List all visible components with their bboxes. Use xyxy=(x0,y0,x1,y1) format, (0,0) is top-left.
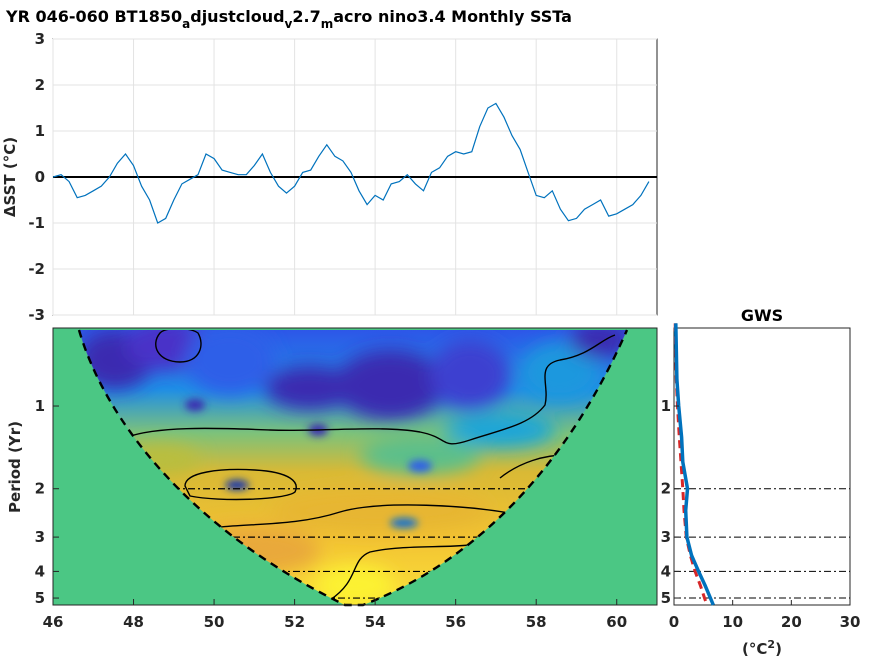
gws-xlabel: (°C2) xyxy=(742,638,782,656)
wave-ytick-1: 2 xyxy=(35,480,45,498)
gws-xtick-0: 0 xyxy=(669,613,679,631)
gws-ytick-4: 5 xyxy=(661,589,671,607)
gws-xtick-2: 20 xyxy=(781,613,802,631)
wave-xtick-4: 54 xyxy=(365,613,386,631)
sst-grid xyxy=(52,38,657,316)
sst-panel: -3 -2 -1 0 1 2 3 ΔSST (°C) xyxy=(1,30,658,324)
gws-ytick-1: 2 xyxy=(661,480,671,498)
gws-xtick-3: 30 xyxy=(840,613,861,631)
wave-xtick-3: 52 xyxy=(284,613,305,631)
wave-ytick-3: 4 xyxy=(35,562,45,580)
wave-xtick-5: 56 xyxy=(445,613,466,631)
wavelet-ylabel: Period (Yr) xyxy=(6,421,24,513)
wavelet-x-ticks: 46 48 50 52 54 56 58 60 xyxy=(43,599,627,631)
sst-series-line xyxy=(52,102,650,224)
sst-ytick-0: -3 xyxy=(28,306,45,324)
sst-ylabel: ΔSST (°C) xyxy=(1,137,19,217)
wave-ytick-4: 5 xyxy=(35,589,45,607)
sst-ytick-3: 0 xyxy=(35,168,45,186)
wavelet-y-ticks: 1 2 3 4 5 xyxy=(35,397,59,607)
gws-y-ticks: 1 2 3 4 5 xyxy=(661,397,679,607)
wave-xtick-7: 60 xyxy=(606,613,627,631)
sst-ytick-1: -2 xyxy=(28,260,45,278)
significance-contours xyxy=(119,330,616,601)
wave-xtick-0: 46 xyxy=(43,613,64,631)
gws-title: GWS xyxy=(741,306,783,325)
gws-panel: GWS 1 2 3 4 5 0 10 20 30 (°C2) xyxy=(661,306,861,656)
sst-ytick-2: -1 xyxy=(28,214,45,232)
chart-title: YR 046-060 BT1850adjustcloudv2.7macro ni… xyxy=(5,7,572,31)
sst-y-ticks: -3 -2 -1 0 1 2 3 xyxy=(28,30,45,324)
wave-ytick-2: 3 xyxy=(35,528,45,546)
wave-xtick-2: 50 xyxy=(204,613,225,631)
sst-ytick-5: 2 xyxy=(35,76,45,94)
wave-xtick-6: 58 xyxy=(526,613,547,631)
gws-x-ticks: 0 10 20 30 xyxy=(669,600,861,631)
gws-plot-area xyxy=(673,327,851,606)
sst-ytick-6: 3 xyxy=(35,30,45,48)
cone-of-influence xyxy=(77,329,629,607)
gws-ytick-2: 3 xyxy=(661,528,671,546)
gws-ytick-0: 1 xyxy=(661,397,671,415)
gws-xtick-1: 10 xyxy=(722,613,743,631)
wave-ytick-0: 1 xyxy=(35,397,45,415)
wavelet-panel: 1 2 3 4 5 46 48 50 52 54 56 58 60 Period (Yr) xyxy=(6,327,658,631)
gws-ytick-3: 4 xyxy=(661,562,671,580)
wave-xtick-1: 48 xyxy=(123,613,144,631)
wavelet-plot-area xyxy=(52,327,658,606)
sst-ytick-4: 1 xyxy=(35,122,45,140)
gws-reference-lines xyxy=(674,488,850,599)
